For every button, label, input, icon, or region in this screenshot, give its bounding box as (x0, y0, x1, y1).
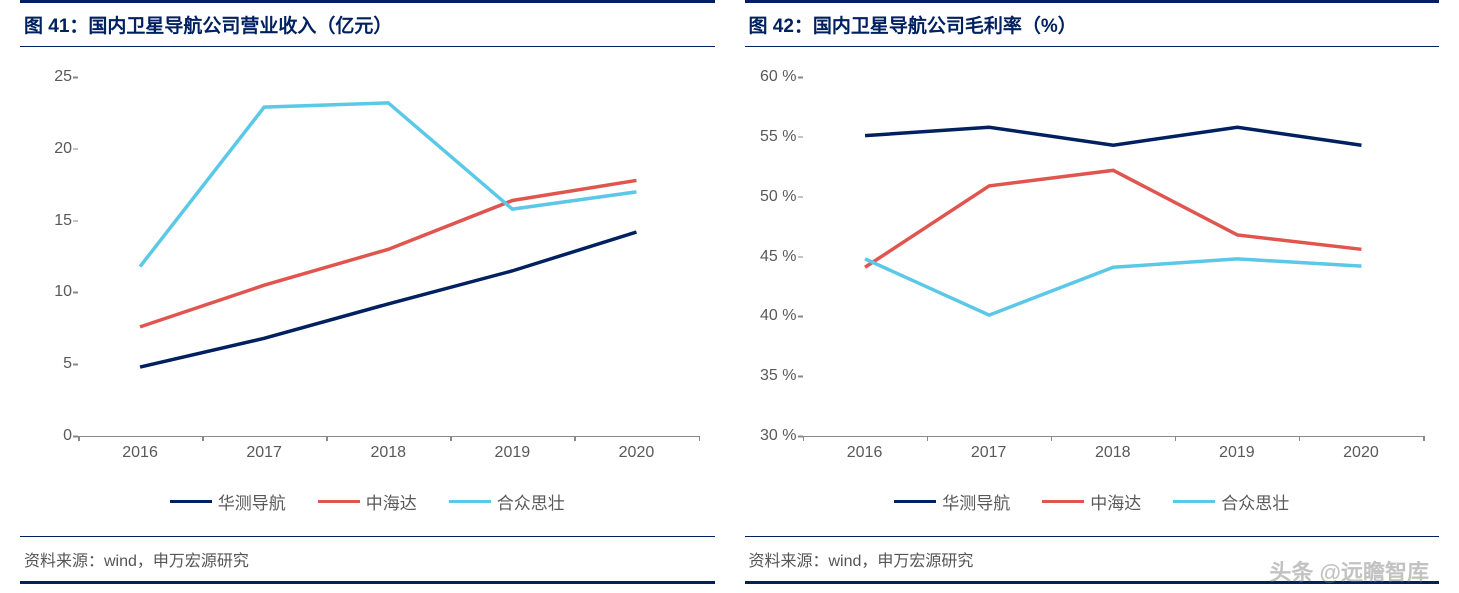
y-tick-mark (798, 136, 803, 138)
right-chart-title: 图 42：国内卫星导航公司毛利率（%） (749, 16, 1077, 37)
right-source-text: 资料来源：wind，申万宏源研究 (749, 553, 974, 570)
legend-item: 中海达 (1042, 489, 1141, 514)
legend-label: 华测导航 (942, 489, 1010, 514)
legend-item: 合众思壮 (1173, 489, 1289, 514)
y-tick-label: 55 % (751, 128, 797, 146)
x-tick-label: 2016 (122, 444, 158, 462)
x-tick-mark (202, 436, 204, 441)
legend-swatch (318, 500, 360, 504)
y-tick-mark (73, 292, 78, 294)
y-tick-mark (73, 148, 78, 150)
legend-label: 合众思壮 (1221, 489, 1289, 514)
y-tick-label: 60 % (751, 68, 797, 86)
right-title-bar: 图 42：国内卫星导航公司毛利率（%） (745, 0, 1440, 47)
legend-swatch (894, 500, 936, 504)
legend-label: 中海达 (366, 489, 417, 514)
x-tick-label: 2018 (370, 444, 406, 462)
right-chart-area: 30 %35 %40 %45 %50 %55 %60 %201620172018… (745, 67, 1440, 447)
right-panel: 图 42：国内卫星导航公司毛利率（%） 30 %35 %40 %45 %50 %… (745, 0, 1440, 584)
y-tick-label: 20 (26, 140, 72, 158)
x-tick-mark (574, 436, 576, 441)
left-chart-title: 图 41：国内卫星导航公司营业收入（亿元） (24, 16, 392, 37)
left-chart-area: 051015202520162017201820192020 (20, 67, 715, 447)
x-tick-mark (1175, 436, 1177, 441)
y-tick-label: 40 % (751, 307, 797, 325)
x-tick-mark (927, 436, 929, 441)
left-source-text: 资料来源：wind，申万宏源研究 (24, 553, 249, 570)
x-tick-mark (803, 436, 805, 441)
y-tick-label: 45 % (751, 248, 797, 266)
y-tick-mark (73, 220, 78, 222)
series-line (865, 259, 1361, 315)
x-tick-mark (699, 436, 701, 441)
x-tick-mark (326, 436, 328, 441)
x-tick-mark (1051, 436, 1053, 441)
x-tick-label: 2019 (1219, 444, 1255, 462)
legend-item: 中海达 (318, 489, 417, 514)
series-line (140, 232, 636, 367)
series-line (140, 103, 636, 267)
right-source-bar: 资料来源：wind，申万宏源研究 (745, 536, 1440, 584)
legend-label: 华测导航 (218, 489, 286, 514)
y-tick-label: 15 (26, 212, 72, 230)
x-tick-mark (450, 436, 452, 441)
right-plot: 30 %35 %40 %45 %50 %55 %60 %201620172018… (803, 77, 1424, 437)
legend-item: 合众思壮 (449, 489, 565, 514)
left-panel: 图 41：国内卫星导航公司营业收入（亿元） 051015202520162017… (20, 0, 715, 584)
legend-swatch (170, 500, 212, 504)
x-tick-label: 2017 (971, 444, 1007, 462)
left-svg (78, 77, 699, 436)
y-tick-mark (798, 256, 803, 258)
x-tick-mark (1423, 436, 1425, 441)
left-title-bar: 图 41：国内卫星导航公司营业收入（亿元） (20, 0, 715, 47)
y-tick-mark (798, 77, 803, 79)
y-tick-label: 50 % (751, 188, 797, 206)
legend-swatch (1173, 500, 1215, 504)
y-tick-label: 25 (26, 68, 72, 86)
y-tick-label: 10 (26, 283, 72, 301)
y-tick-mark (798, 196, 803, 198)
x-tick-label: 2019 (495, 444, 531, 462)
y-tick-mark (73, 77, 78, 79)
left-legend: 华测导航 中海达 合众思壮 (20, 489, 715, 514)
right-legend: 华测导航 中海达 合众思壮 (745, 489, 1440, 514)
y-tick-label: 30 % (751, 427, 797, 445)
x-tick-label: 2017 (246, 444, 282, 462)
y-tick-mark (798, 376, 803, 378)
x-tick-mark (1299, 436, 1301, 441)
x-tick-mark (78, 436, 80, 441)
legend-item: 华测导航 (170, 489, 286, 514)
y-tick-label: 0 (26, 427, 72, 445)
legend-swatch (1042, 500, 1084, 504)
series-line (865, 127, 1361, 145)
right-svg (803, 77, 1424, 436)
left-source-bar: 资料来源：wind，申万宏源研究 (20, 536, 715, 584)
x-tick-label: 2020 (619, 444, 655, 462)
y-tick-label: 5 (26, 355, 72, 373)
x-tick-label: 2016 (847, 444, 883, 462)
y-tick-label: 35 % (751, 367, 797, 385)
series-line (865, 170, 1361, 267)
y-tick-mark (73, 364, 78, 366)
left-plot: 051015202520162017201820192020 (78, 77, 699, 437)
y-tick-mark (798, 316, 803, 318)
x-tick-label: 2018 (1095, 444, 1131, 462)
x-tick-label: 2020 (1343, 444, 1379, 462)
legend-swatch (449, 500, 491, 504)
legend-label: 中海达 (1090, 489, 1141, 514)
legend-item: 华测导航 (894, 489, 1010, 514)
legend-label: 合众思壮 (497, 489, 565, 514)
